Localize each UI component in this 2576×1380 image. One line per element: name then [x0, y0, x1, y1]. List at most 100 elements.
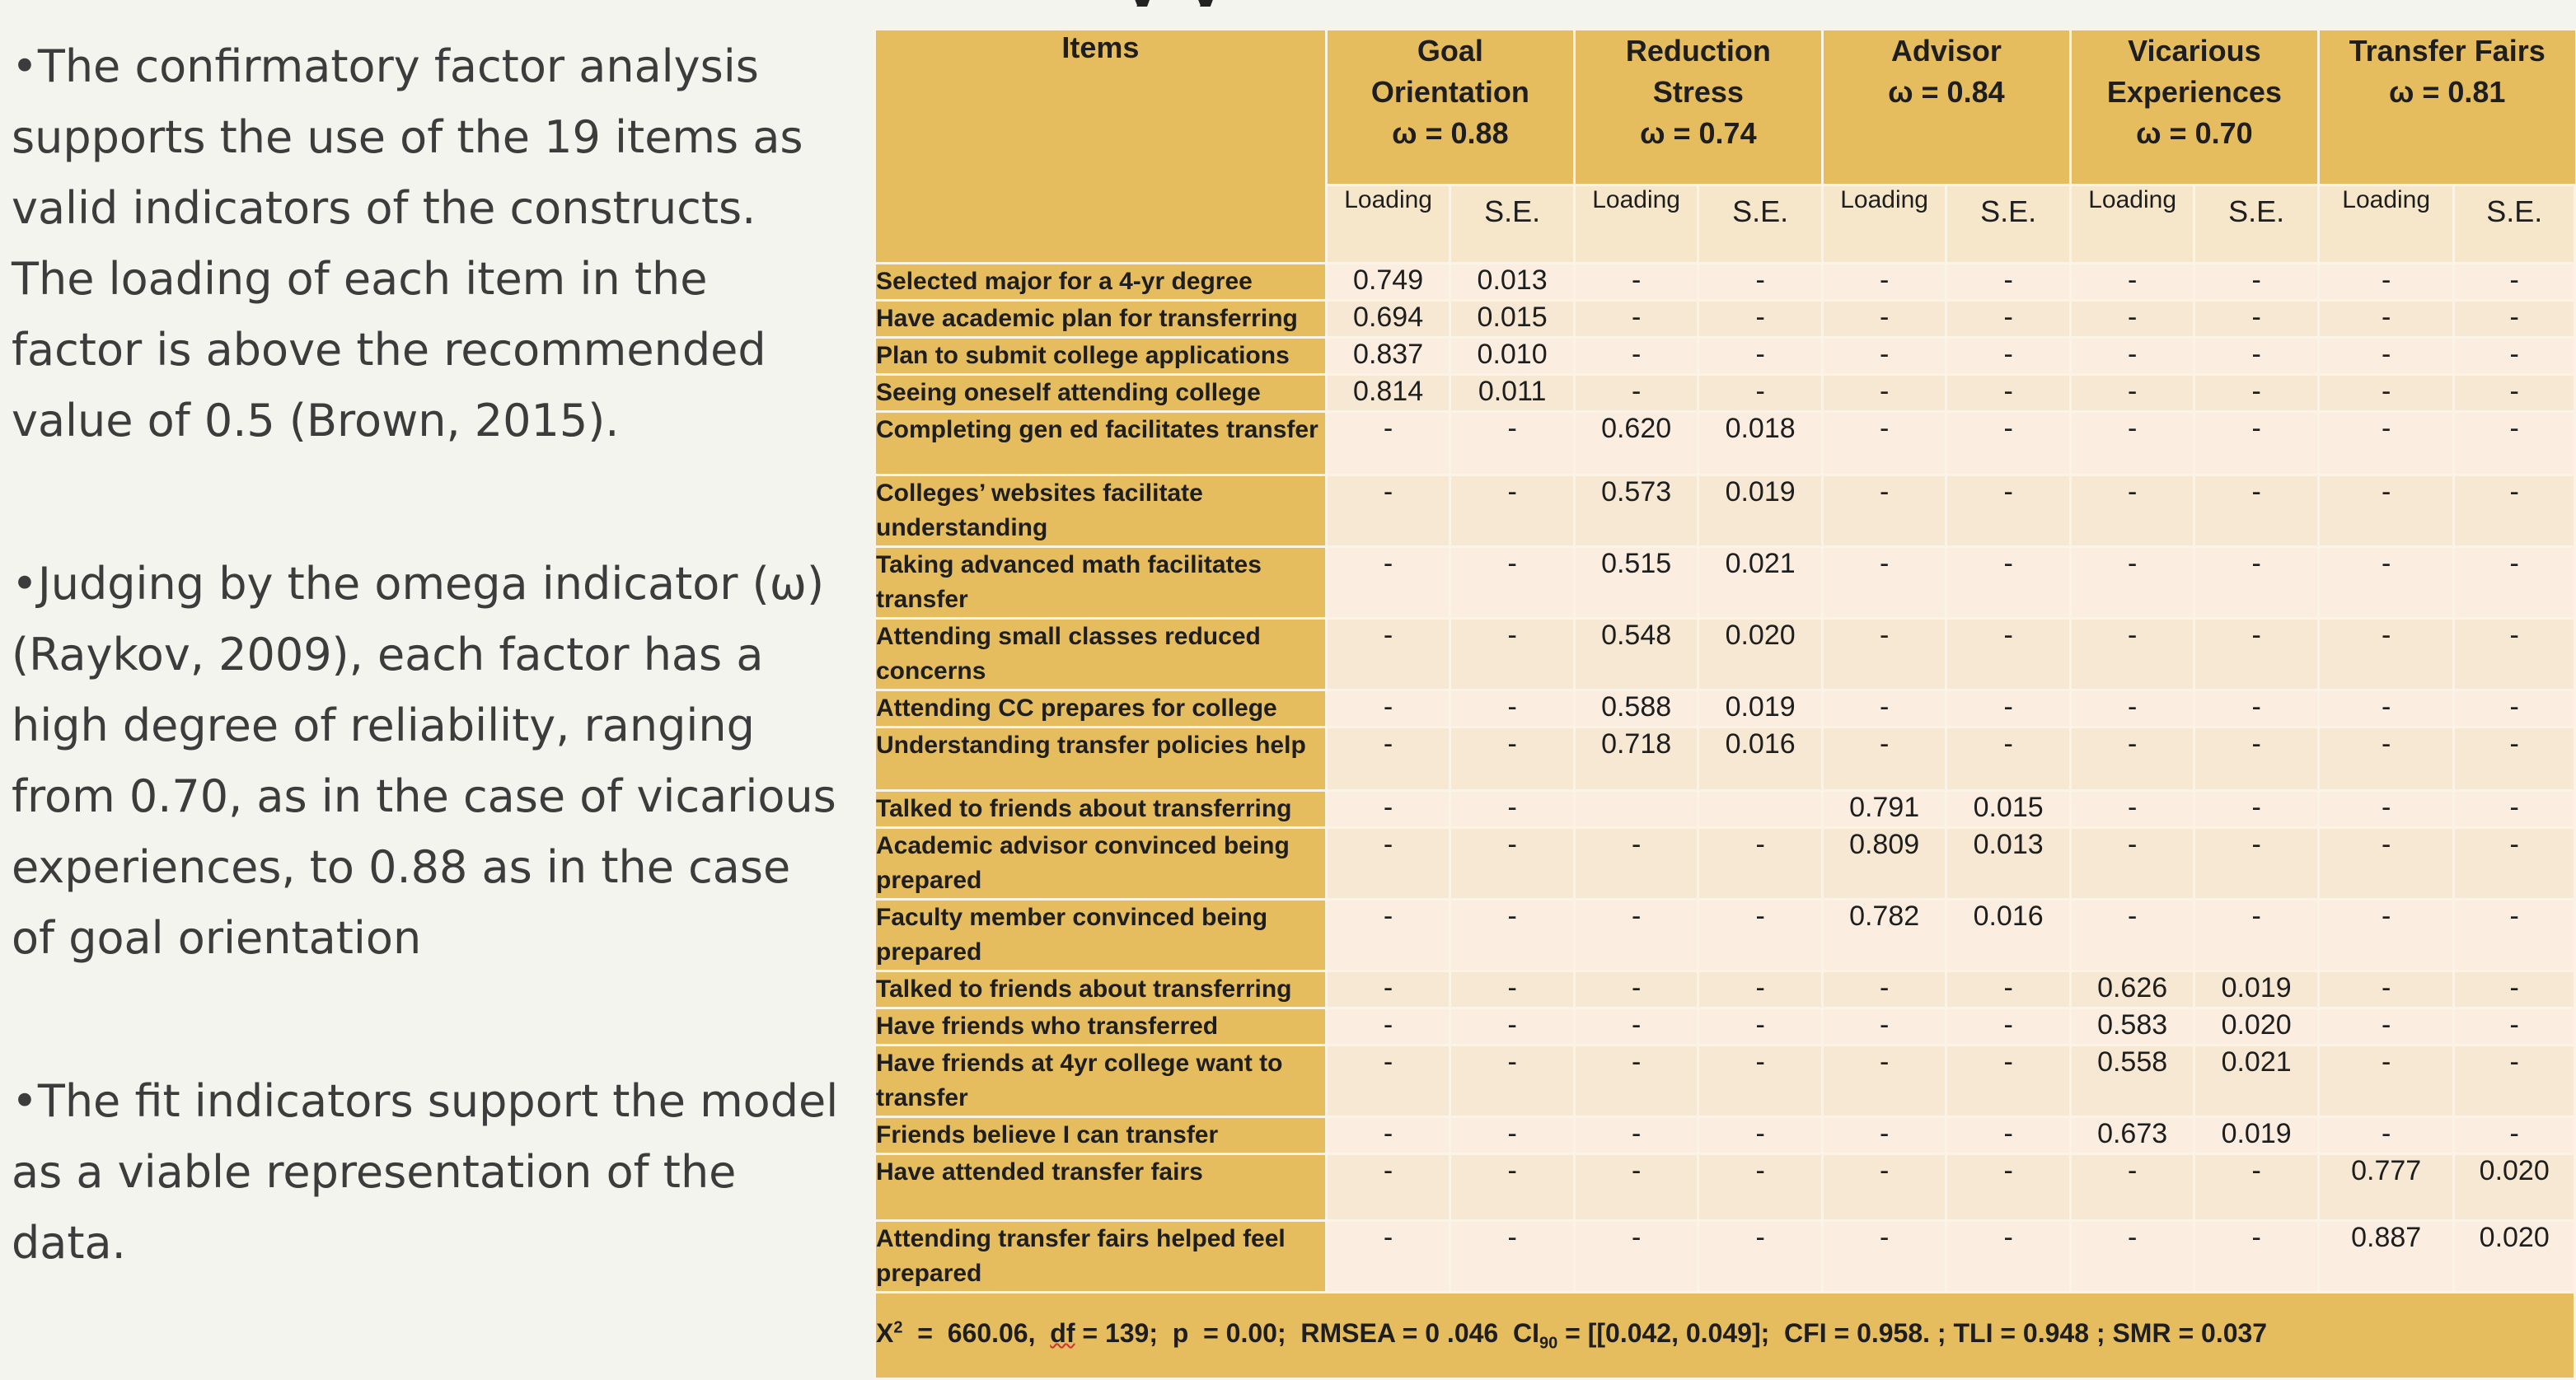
loading-cell: - [1820, 1116, 1948, 1155]
loading-cell: - [1324, 1116, 1452, 1155]
table-row: Selected major for a 4-yr degree 0.749 0.0… [873, 262, 2576, 302]
se-cell: - [1449, 898, 1576, 972]
loading-cell: - [1324, 474, 1452, 548]
loading-cell: - [1324, 1153, 1452, 1222]
table-row: Have academic plan for transferring 0.694… [873, 299, 2576, 339]
loading-cell: - [2068, 826, 2196, 901]
loading-cell: 0.620 [1572, 410, 1700, 476]
se-cell: - [1945, 299, 2072, 339]
se-cell: - [1945, 1116, 2072, 1155]
item-label: Attending small classes reduced concerns [873, 617, 1328, 691]
se-cell: 0.018 [1697, 410, 1824, 476]
loading-cell: 0.809 [1820, 826, 1948, 901]
se-cell: - [1697, 1007, 1824, 1046]
fit-indices: X2 = 660.06, df = 139; p = 0.00; RMSEA =… [873, 1291, 2576, 1380]
loading-cell: - [1324, 826, 1452, 901]
loading-cell: - [1820, 262, 1948, 302]
se-cell: - [1945, 410, 2072, 476]
se-cell: 0.021 [1697, 545, 1824, 620]
loading-cell: - [1572, 336, 1700, 376]
se-cell: 0.019 [2193, 1116, 2320, 1155]
se-cell: - [2452, 689, 2576, 728]
se-cell: - [1945, 262, 2072, 302]
loading-cell: - [2316, 545, 2456, 620]
loading-cell: - [2316, 726, 2456, 792]
loading-cell: - [2316, 336, 2456, 376]
se-cell: 0.015 [1945, 789, 2072, 829]
loading-cell: - [1820, 726, 1948, 792]
loading-cell: - [1324, 1044, 1452, 1118]
loading-cell: - [2316, 898, 2456, 972]
loading-cell: - [2316, 373, 2456, 413]
factor-header-advisor: Advisor ω = 0.84 [1820, 28, 2072, 186]
factor-header-row: Items Goal Orientation ω = 0.88 Reductio… [873, 28, 2575, 264]
item-label: Plan to submit college applications [873, 336, 1328, 376]
se-cell: - [1449, 1116, 1576, 1155]
loading-cell: - [1324, 545, 1452, 620]
loading-cell: 0.837 [1324, 336, 1452, 376]
loading-cell [1572, 789, 1700, 829]
item-label: Selected major for a 4-yr degree [873, 262, 1328, 302]
loading-cell: - [2068, 726, 2196, 792]
se-cell: 0.016 [1945, 898, 2072, 972]
loading-cell: 0.548 [1572, 617, 1700, 691]
factor-header-transfer-fairs: Transfer Fairs ω = 0.81 [2316, 28, 2575, 186]
table-row: Attending small classes reduced concerns… [873, 617, 2576, 691]
loading-cell: - [2068, 898, 2196, 972]
item-label: Have attended transfer fairs [873, 1153, 1328, 1222]
loading-cell: - [1820, 1153, 1948, 1222]
loading-cell: - [2068, 262, 2196, 302]
factor-loadings-table-wrap: Items Goal Orientation ω = 0.88 Reductio… [873, 28, 2576, 1380]
se-cell: - [2452, 970, 2576, 1009]
loading-cell: - [1572, 1044, 1700, 1118]
item-label: Have academic plan for transferring [873, 299, 1328, 339]
se-cell: - [1945, 726, 2072, 792]
factor-header-vicarious-experiences: Vicarious Experiences ω = 0.70 [2068, 28, 2320, 186]
omega-value: ω = 0.74 [1640, 116, 1757, 150]
loading-subheader: Loading [2068, 184, 2196, 264]
se-cell: - [2452, 336, 2576, 376]
se-cell: - [1449, 1044, 1576, 1118]
table-row: Colleges’ websites facilitate understand… [873, 474, 2576, 548]
loading-cell: - [1572, 299, 1700, 339]
se-cell: - [1945, 617, 2072, 691]
se-cell: - [1449, 826, 1576, 901]
loading-cell: - [1572, 1219, 1700, 1293]
loading-cell: - [1820, 299, 1948, 339]
se-cell: 0.016 [1697, 726, 1824, 792]
se-cell: - [2193, 1153, 2320, 1222]
loading-cell: - [1820, 1219, 1948, 1293]
loading-cell: - [1820, 410, 1948, 476]
se-cell: - [1449, 474, 1576, 548]
se-cell: - [2193, 726, 2320, 792]
se-cell: - [2452, 545, 2576, 620]
loading-cell: - [1820, 1007, 1948, 1046]
se-cell: 0.020 [1697, 617, 1824, 691]
loading-cell: - [2316, 1116, 2456, 1155]
loading-cell: 0.573 [1572, 474, 1700, 548]
items-column-header: Items [873, 28, 1328, 264]
se-cell: - [2452, 262, 2576, 302]
se-cell: - [1945, 1044, 2072, 1118]
loading-cell: - [1820, 336, 1948, 376]
se-cell: - [1697, 1219, 1824, 1293]
se-cell: - [1945, 336, 2072, 376]
se-subheader: S.E. [1945, 184, 2072, 264]
loading-cell: - [2068, 410, 2196, 476]
se-cell: 0.010 [1449, 336, 1576, 376]
loading-cell: - [1572, 970, 1700, 1009]
factor-loadings-table: Items Goal Orientation ω = 0.88 Reductio… [873, 28, 2576, 1380]
se-cell: - [1945, 970, 2072, 1009]
loading-cell: - [1820, 689, 1948, 728]
loading-cell: 0.515 [1572, 545, 1700, 620]
loading-cell: - [2316, 789, 2456, 829]
se-cell: - [1449, 410, 1576, 476]
se-cell: - [2452, 474, 2576, 548]
loading-cell: 0.782 [1820, 898, 1948, 972]
se-cell: 0.015 [1449, 299, 1576, 339]
loading-cell: 0.673 [2068, 1116, 2196, 1155]
se-cell: 0.020 [2452, 1219, 2576, 1293]
loading-cell: - [2068, 545, 2196, 620]
fit-indices-row: X2 = 660.06, df = 139; p = 0.00; RMSEA =… [873, 1291, 2576, 1380]
se-cell: - [2193, 617, 2320, 691]
